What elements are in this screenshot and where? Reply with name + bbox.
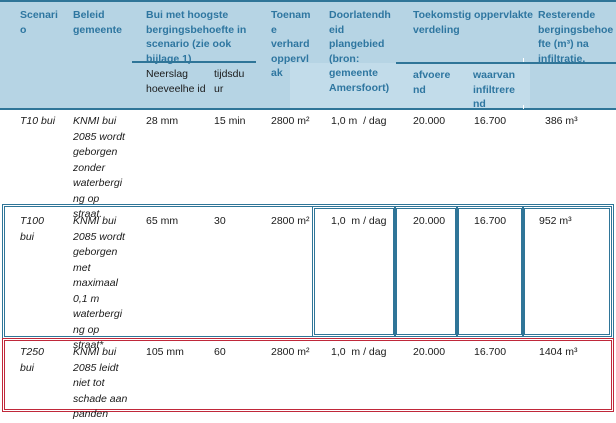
cell-toename: 2800 m² [271,115,310,127]
cell-neerslag: 105 mm [146,346,184,358]
cell-toename: 2800 m² [271,215,310,227]
table-header: Scenari o Beleid gemeente Bui met hoogst… [0,0,616,110]
header-toekomstig: Toekomstig oppervlakte verdeling [413,9,534,36]
cell-afvoerend: 20.000 [413,346,446,358]
cell-neerslag: 65 mm [146,215,179,227]
cell-tijdsduur: 15 min [214,115,246,127]
header-doorlatendheid: Doorlatendh eid plangebied (bron: gemeen… [329,9,391,94]
header-scenario: Scenari o [20,9,58,36]
header-afvoerend: afvoere nd [413,69,451,96]
cell-scenario: T250 bui [20,346,44,374]
cell-scenario: T100 bui [20,215,44,243]
header-bui: Bui met hoogste bergingsbehoefte in scen… [146,9,247,65]
cell-resterende: 386 m³ [545,115,578,127]
cell-beleid: KNMI bui 2085 wordt geborgen met maximaa… [73,215,125,351]
table-row-highlight-red [2,338,614,412]
cell-infiltrerend: 16.700 [474,346,507,358]
cell-tijdsduur: 30 [214,215,226,227]
header-subrow-highlight [290,63,530,108]
cell-doorlatendheid: 1,0 m / dag [331,215,387,227]
cell-afvoerend: 20.000 [413,215,446,227]
header-neerslag: Neerslag hoeveelhe id [146,68,206,95]
header-infiltrerend: waarvan infiltrere nd [473,69,516,110]
header-beleid: Beleid gemeente [73,9,123,36]
table-row-highlight-blue [2,204,614,339]
header-toename: Toenam e verhard oppervl ak [271,9,311,79]
header-tijdsduur: tijdsdu ur [214,68,245,95]
cell-beleid: KNMI bui 2085 wordt geborgen zonder wate… [73,115,125,220]
cell-infiltrerend: 16.700 [474,115,507,127]
cell-infiltrerend: 16.700 [474,215,507,227]
cell-tijdsduur: 60 [214,346,226,358]
cell-neerslag: 28 mm [146,115,179,127]
cell-beleid: KNMI bui 2085 leidt niet tot schade aan … [73,346,128,420]
cell-resterende: 952 m³ [539,215,572,227]
header-tick [523,58,524,62]
header-tick [523,105,524,109]
cell-toename: 2800 m² [271,346,310,358]
header-resterende: Resterende bergingsbehoe fte (m³) na inf… [538,9,614,65]
cell-doorlatendheid: 1,0 m / dag [331,115,387,127]
cell-box [522,206,612,337]
cell-afvoerend: 20.000 [413,115,446,127]
header-bui-divider [132,61,256,63]
header-toekomstig-divider [396,62,616,64]
cell-doorlatendheid: 1,0 m / dag [331,346,387,358]
cell-scenario: T10 bui [20,115,56,127]
cell-resterende: 1404 m³ [539,346,578,358]
